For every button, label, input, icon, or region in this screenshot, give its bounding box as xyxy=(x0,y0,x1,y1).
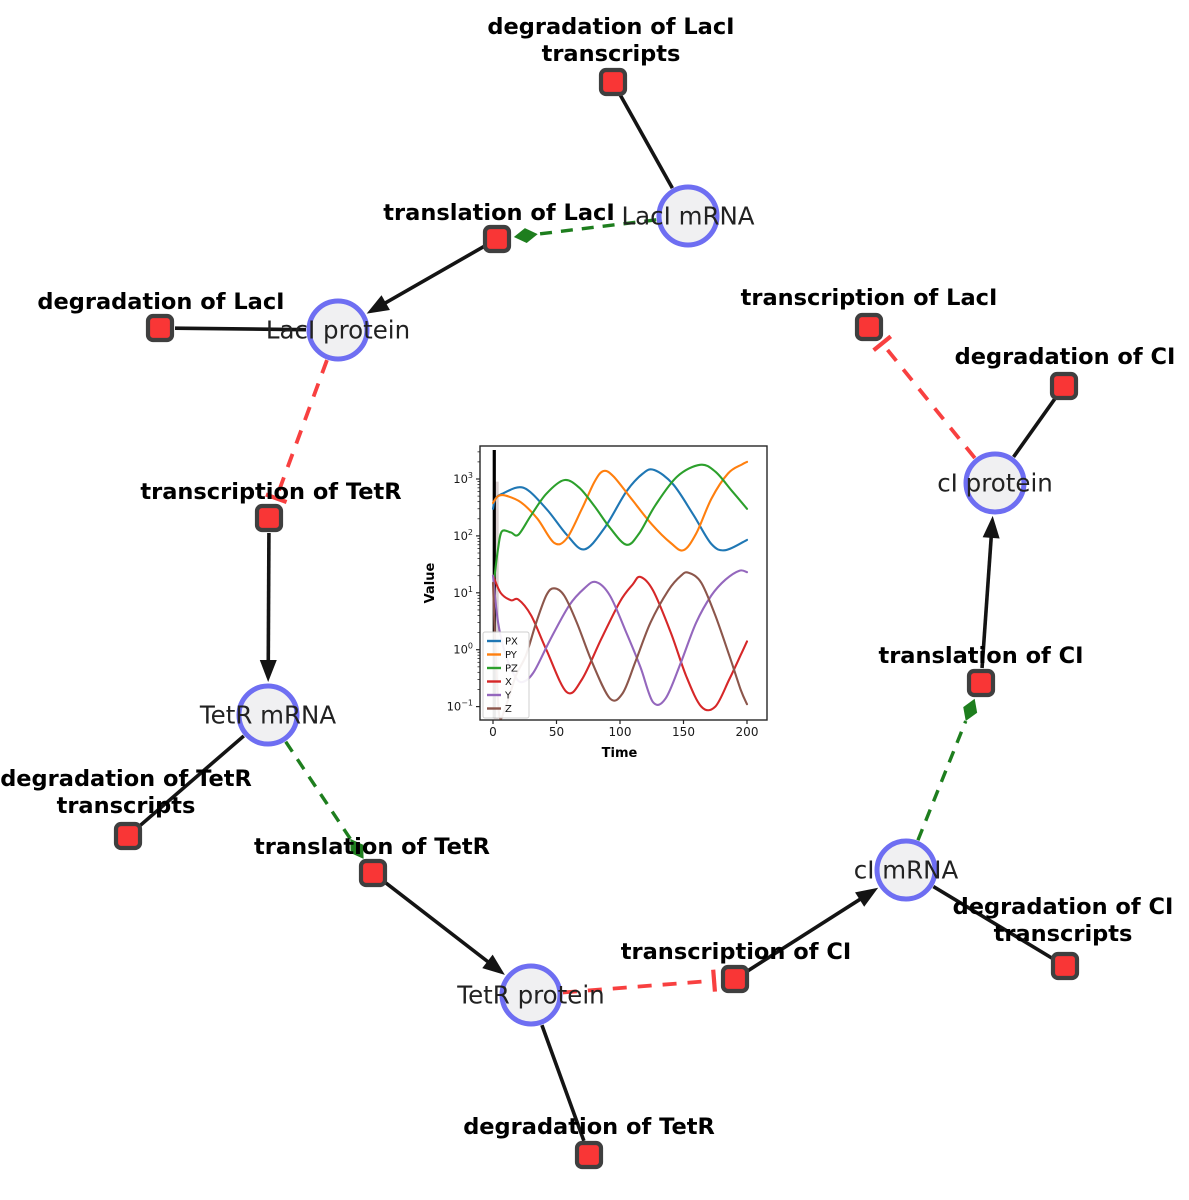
timeseries-inset: 0 50 100 150 200 10−1 100 101 102 103 Time Value PX P… xyxy=(420,433,772,765)
edge-production-translation-tetr-tetr-protein-arrowhead-icon xyxy=(482,954,505,975)
edge-modifier-tetr-mrna-translation-tetr-diamond-icon xyxy=(350,838,364,859)
reaction-node-transcription-ci xyxy=(720,964,750,994)
x-tick-label: 0 xyxy=(489,725,497,739)
series-line-PY xyxy=(491,460,749,552)
reaction-label-translation-tetr: translation of TetR xyxy=(254,834,490,860)
legend-label-Y: Y xyxy=(504,691,512,702)
x-tick-label: 100 xyxy=(609,725,632,739)
series-line-X xyxy=(491,574,749,712)
edge-production-transcription-tetr-tetr-mrna-arrowhead-icon xyxy=(259,659,277,683)
reaction-label-transcription-ci: transcription of CI xyxy=(621,939,851,965)
reaction-label-deg-ci-transcripts: transcripts xyxy=(994,921,1133,947)
y-tick-label: 100 xyxy=(453,642,473,657)
y-tick-label: 102 xyxy=(453,528,473,543)
edge-consumption-tetr-mrna-deg-tetr-transcripts xyxy=(138,734,245,828)
edge-inhibition-ci-protein-transcription-laci-tee-icon xyxy=(872,334,893,352)
edge-consumption-ci-protein-deg-ci xyxy=(1012,397,1057,458)
series-line-PX xyxy=(491,468,749,552)
edge-production-translation-laci-laci-protein xyxy=(376,244,485,310)
reaction-label-deg-tetr-transcripts: transcripts xyxy=(57,793,196,819)
legend-label-PX: PX xyxy=(505,637,518,648)
reaction-node-deg-tetr-transcripts xyxy=(113,821,143,851)
edge-production-translation-tetr-tetr-protein xyxy=(383,880,497,969)
edge-production-translation-ci-ci-protein xyxy=(980,527,994,669)
y-tick-label: 103 xyxy=(453,471,473,486)
reaction-label-translation-laci: translation of LacI xyxy=(383,200,614,226)
reaction-label-transcription-laci: transcription of LacI xyxy=(741,285,998,311)
species-label-laci-protein: LacI protein xyxy=(266,316,410,345)
edge-modifier-ci-mrna-translation-ci-diamond-icon xyxy=(963,698,978,722)
species-label-laci-mrna: LacI mRNA xyxy=(621,202,754,231)
species-node-ci-mrna xyxy=(874,838,938,902)
edge-production-transcription-tetr-tetr-mrna xyxy=(266,532,271,671)
reaction-node-deg-laci-transcripts xyxy=(598,67,628,97)
species-label-ci-mrna: cI mRNA xyxy=(854,856,959,885)
edge-inhibition-laci-protein-transcription-tetr xyxy=(274,359,329,499)
reaction-node-deg-ci xyxy=(1049,371,1079,401)
edge-inhibition-tetr-protein-transcription-ci xyxy=(562,978,715,995)
x-tick-label: 200 xyxy=(736,725,759,739)
reaction-node-deg-ci-transcripts xyxy=(1050,951,1080,981)
reaction-label-deg-ci: degradation of CI xyxy=(955,344,1176,370)
reaction-node-translation-ci xyxy=(966,668,996,698)
x-tick-label: 150 xyxy=(672,725,695,739)
edge-consumption-tetr-protein-deg-tetr xyxy=(540,1024,586,1142)
species-label-ci-protein: cI protein xyxy=(937,469,1053,498)
x-tick-label: 50 xyxy=(549,725,564,739)
reaction-label-deg-laci: degradation of LacI xyxy=(37,289,284,315)
y-tick-label: 101 xyxy=(453,585,473,600)
legend-label-Z: Z xyxy=(505,704,512,715)
reaction-node-deg-laci xyxy=(145,313,175,343)
legend-label-PY: PY xyxy=(505,650,518,661)
species-label-tetr-protein: TetR protein xyxy=(456,981,604,1010)
edge-production-translation-laci-laci-protein-arrowhead-icon xyxy=(366,295,390,314)
reaction-label-deg-laci-transcripts: transcripts xyxy=(542,41,681,67)
x-axis-label: Time xyxy=(602,746,638,761)
reaction-node-deg-tetr xyxy=(574,1140,604,1170)
species-node-tetr-protein xyxy=(499,963,563,1027)
edge-modifier-laci-mrna-translation-laci-diamond-icon xyxy=(513,228,538,243)
series-line-PZ xyxy=(493,463,749,580)
legend-label-X: X xyxy=(505,677,512,688)
y-tick-label: 10−1 xyxy=(447,699,473,714)
edge-modifier-ci-mrna-translation-ci xyxy=(916,720,968,841)
reaction-label-translation-ci: translation of CI xyxy=(878,643,1083,669)
timeseries-chart: 0 50 100 150 200 10−1 100 101 102 103 Time Value PX P… xyxy=(423,445,768,761)
species-node-laci-protein xyxy=(306,298,370,362)
edge-production-transcription-ci-ci-mrna xyxy=(746,892,870,973)
reaction-node-translation-laci xyxy=(482,224,512,254)
edge-production-translation-ci-ci-protein-arrowhead-icon xyxy=(982,515,1000,539)
reaction-label-deg-tetr: degradation of TetR xyxy=(463,1114,715,1140)
edge-consumption-laci-mrna-deg-laci-transcripts xyxy=(618,94,674,189)
species-node-ci-protein xyxy=(963,451,1027,515)
edge-inhibition-laci-protein-transcription-tetr-tee-icon xyxy=(265,492,288,505)
edge-consumption-ci-mrna-deg-ci-transcripts xyxy=(932,884,1054,960)
reaction-label-transcription-tetr: transcription of TetR xyxy=(140,479,401,505)
edge-inhibition-tetr-protein-transcription-ci-tee-icon xyxy=(711,969,718,992)
species-label-tetr-mrna: TetR mRNA xyxy=(199,701,337,730)
reaction-label-deg-ci-transcripts: degradation of CI xyxy=(953,894,1174,920)
legend-label-PZ: PZ xyxy=(505,664,518,675)
reaction-label-deg-tetr-transcripts: degradation of TetR xyxy=(0,766,252,792)
species-node-tetr-mrna xyxy=(236,683,300,747)
series-line-Z xyxy=(491,571,749,720)
reaction-node-translation-tetr xyxy=(358,858,388,888)
edge-modifier-tetr-mrna-translation-tetr xyxy=(284,740,352,840)
edge-production-transcription-ci-ci-mrna-arrowhead-icon xyxy=(855,887,879,907)
reaction-node-transcription-laci xyxy=(854,312,884,342)
reaction-node-transcription-tetr xyxy=(254,503,284,533)
y-axis-label: Value xyxy=(423,562,438,603)
reaction-label-deg-laci-transcripts: degradation of LacI xyxy=(487,14,734,40)
edge-consumption-laci-protein-deg-laci xyxy=(174,326,307,332)
chart-axes-frame xyxy=(479,445,768,721)
species-node-laci-mrna xyxy=(656,184,720,248)
